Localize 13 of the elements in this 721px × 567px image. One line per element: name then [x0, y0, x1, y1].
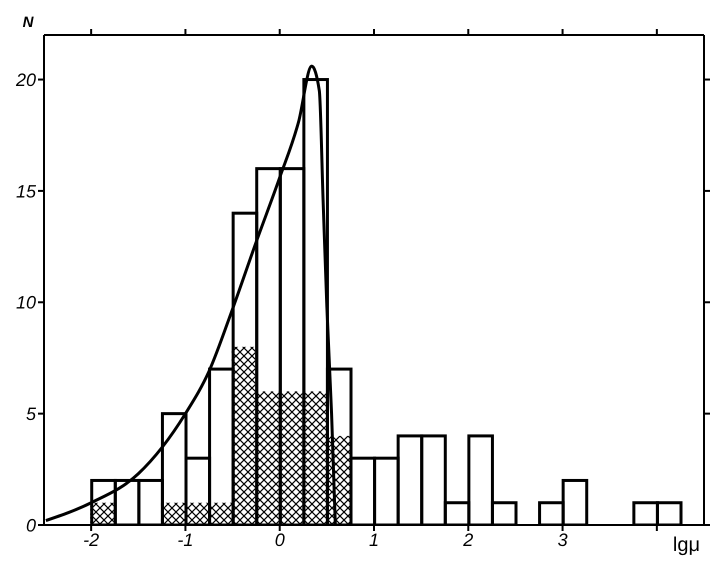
x-tick-label: 1	[368, 530, 380, 550]
y-tick-label: 0	[26, 515, 36, 536]
y-axis-title: N	[22, 14, 35, 31]
x-tick-label: 0	[274, 530, 285, 550]
x-axis-title: lgμ	[672, 534, 700, 556]
x-tick-label: -1	[177, 530, 194, 550]
y-tick-label: 15	[16, 181, 37, 202]
x-tick-label: -2	[83, 530, 100, 550]
x-tick-label: 3	[558, 530, 568, 550]
y-tick-label: 10	[16, 292, 36, 313]
x-tick-label: 2	[462, 530, 474, 550]
y-tick-label: 20	[14, 70, 36, 90]
y-tick-label: 5	[26, 404, 37, 424]
